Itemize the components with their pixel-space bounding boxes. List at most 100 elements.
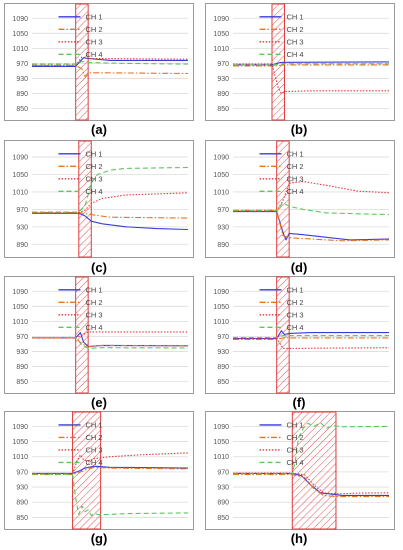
legend-label: CH 3 xyxy=(86,37,103,46)
y-tick-label: 850 xyxy=(16,379,28,386)
y-tick-label: 1050 xyxy=(12,31,28,38)
y-tick-label: 850 xyxy=(217,106,229,113)
series-line xyxy=(233,63,389,94)
y-tick-label: 890 xyxy=(16,500,28,507)
y-tick-label: 1010 xyxy=(12,189,28,196)
chart-panel: 890 930 970 1010 1050 1090 CH 1 CH 2 CH 3 CH 4 xyxy=(205,140,395,258)
legend-label: CH 3 xyxy=(287,445,304,454)
chart-panel: 850 890 930 970 1010 1050 1090 CH 1 CH 2 CH 3 CH 4 xyxy=(4,3,194,121)
highlight-region xyxy=(78,140,92,258)
plot-frame xyxy=(4,140,194,258)
y-tick-label: 890 xyxy=(217,242,229,249)
legend-label: CH 3 xyxy=(287,310,304,319)
y-tick-label: 1010 xyxy=(12,319,28,326)
legend-label: CH 2 xyxy=(287,433,304,442)
y-tick-label: 850 xyxy=(16,515,28,522)
y-tick-label: 890 xyxy=(217,500,229,507)
panel-label-d: (d) xyxy=(290,260,308,275)
series-line xyxy=(32,331,188,339)
y-tick-label: 1010 xyxy=(213,46,229,53)
series-line xyxy=(32,57,188,67)
y-tick-label: 1090 xyxy=(12,155,28,162)
legend-label: CH 1 xyxy=(287,420,304,429)
series-line xyxy=(233,64,389,67)
legend-label: CH 2 xyxy=(287,162,304,171)
y-tick-label: 930 xyxy=(16,485,28,492)
legend-label: CH 3 xyxy=(86,310,103,319)
y-tick-label: 1050 xyxy=(213,304,229,311)
legend-label: CH 3 xyxy=(86,445,103,454)
highlight-region xyxy=(72,411,102,530)
y-tick-label: 890 xyxy=(16,242,28,249)
y-tick-label: 1010 xyxy=(12,454,28,461)
series-line xyxy=(32,452,189,474)
series-line xyxy=(233,336,389,340)
y-tick-label: 850 xyxy=(217,515,229,522)
series-line xyxy=(233,63,389,66)
series-line xyxy=(32,336,189,349)
y-tick-label: 930 xyxy=(217,76,229,83)
y-tick-label: 970 xyxy=(217,207,229,214)
highlight-region xyxy=(276,140,290,258)
y-tick-label: 970 xyxy=(16,334,28,341)
y-tick-label: 850 xyxy=(217,379,229,386)
y-tick-label: 1050 xyxy=(213,31,229,38)
y-tick-label: 1010 xyxy=(213,189,229,196)
y-tick-label: 1090 xyxy=(213,155,229,162)
y-tick-label: 970 xyxy=(217,334,229,341)
y-tick-label: 850 xyxy=(16,106,28,113)
legend-label: CH 2 xyxy=(287,25,304,34)
legend-label: CH 2 xyxy=(86,433,103,442)
y-tick-label: 970 xyxy=(16,61,28,68)
y-tick-label: 890 xyxy=(16,364,28,371)
series-line xyxy=(233,472,389,496)
legend-label: CH 3 xyxy=(287,37,304,46)
series-line xyxy=(32,56,189,66)
plot-frame xyxy=(4,276,194,394)
y-tick-label: 970 xyxy=(217,469,229,476)
highlight-region xyxy=(276,276,290,394)
series-line xyxy=(32,473,189,517)
legend-label: CH 1 xyxy=(287,149,304,158)
y-tick-label: 1050 xyxy=(12,439,28,446)
legend-label: CH 2 xyxy=(287,298,304,307)
series-line xyxy=(32,212,189,231)
y-tick-label: 1090 xyxy=(12,424,28,431)
y-tick-label: 1090 xyxy=(213,424,229,431)
legend-label: CH 1 xyxy=(86,420,103,429)
series-line xyxy=(233,335,389,339)
series-line xyxy=(233,211,390,241)
legend-label: CH 3 xyxy=(287,174,304,183)
y-tick-label: 930 xyxy=(16,349,28,356)
y-tick-label: 1050 xyxy=(12,172,28,179)
legend-label: CH 4 xyxy=(86,187,103,196)
legend-label: CH 4 xyxy=(86,50,103,59)
legend-label: CH 2 xyxy=(86,162,103,171)
legend-label: CH 4 xyxy=(287,50,304,59)
legend-label: CH 1 xyxy=(86,12,103,21)
y-tick-label: 930 xyxy=(16,76,28,83)
chart-panel: 850 890 930 970 1010 1050 1090 CH 1 CH 2 CH 3 CH 4 xyxy=(4,276,194,394)
chart-panel: 850 890 930 970 1010 1050 1090 CH 1 CH 2 CH 3 CH 4 xyxy=(205,411,395,530)
y-tick-label: 970 xyxy=(16,469,28,476)
y-tick-label: 1010 xyxy=(213,319,229,326)
series-line xyxy=(32,60,189,65)
series-line xyxy=(233,202,390,216)
y-tick-label: 1050 xyxy=(12,304,28,311)
y-tick-label: 930 xyxy=(16,224,28,231)
legend-label: CH 1 xyxy=(86,285,103,294)
panel-label-g: (g) xyxy=(90,531,108,546)
legend-label: CH 3 xyxy=(86,174,103,183)
y-tick-label: 1090 xyxy=(12,16,28,23)
legend-label: CH 2 xyxy=(86,298,103,307)
y-tick-label: 1050 xyxy=(213,172,229,179)
y-tick-label: 890 xyxy=(217,91,229,98)
legend-label: CH 2 xyxy=(86,25,103,34)
y-tick-label: 1010 xyxy=(213,454,229,461)
panel-label-c: (c) xyxy=(91,260,107,275)
series-line xyxy=(32,192,189,214)
series-line xyxy=(233,337,390,349)
plot-frame xyxy=(4,3,194,121)
chart-panel: 850 890 930 970 1010 1050 1090 CH 1 CH 2 CH 3 CH 4 xyxy=(205,3,395,121)
